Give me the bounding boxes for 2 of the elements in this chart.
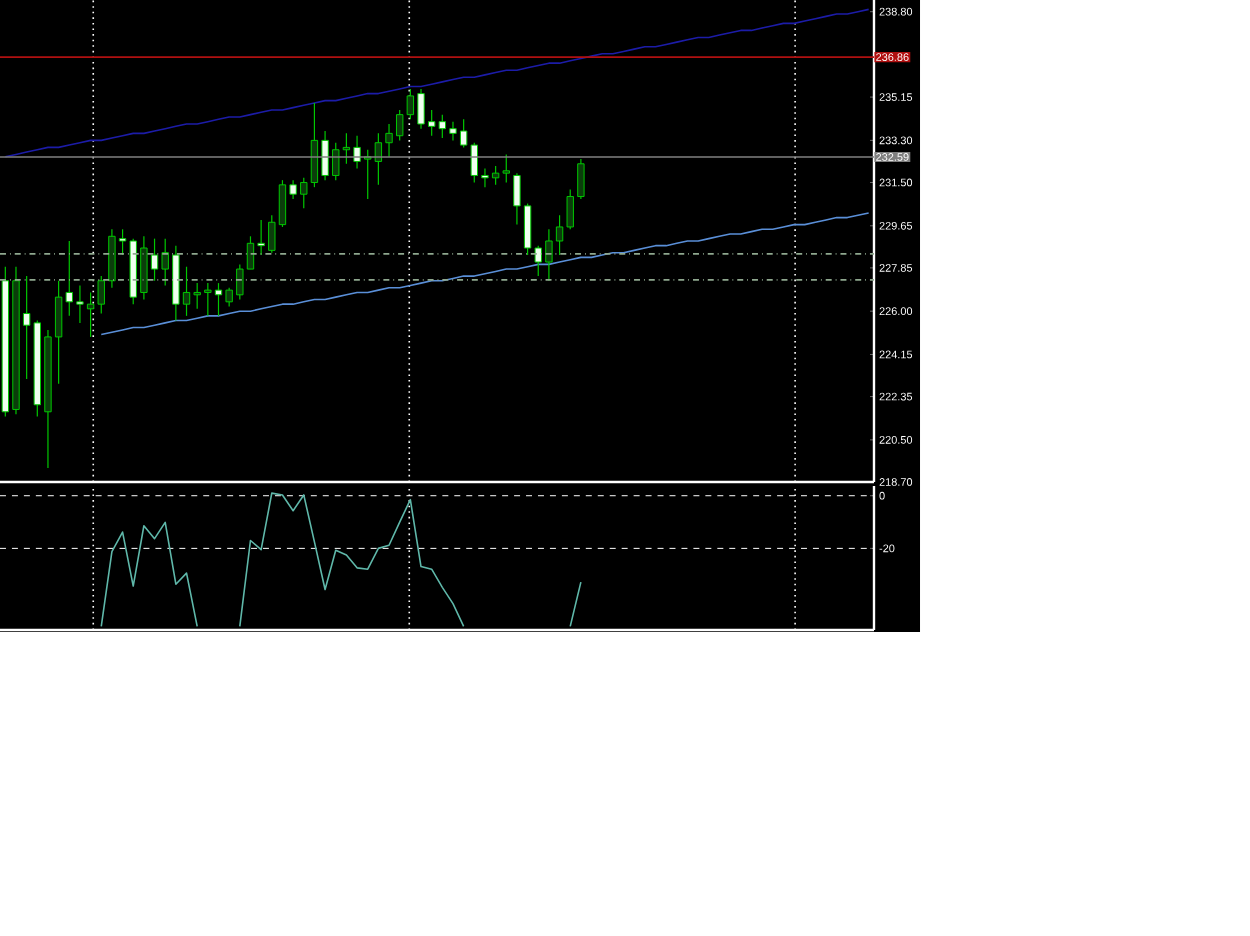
- line-series: [4, 8, 870, 158]
- line-series: [100, 212, 870, 336]
